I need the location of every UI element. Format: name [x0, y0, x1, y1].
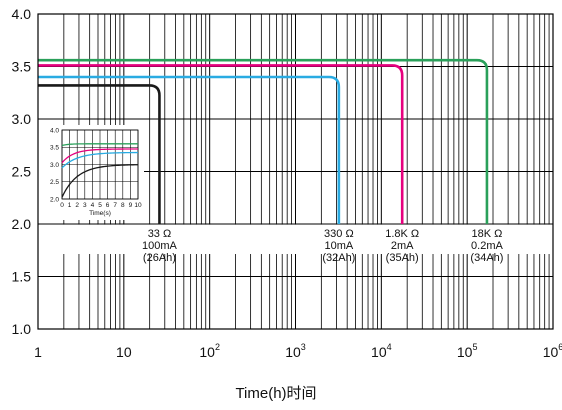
inset-x-tick-label: 2	[75, 202, 79, 209]
x-tick-label: 103	[285, 342, 306, 360]
load-annotation-text: (34Ah)	[470, 252, 503, 264]
y-tick-label: 2.5	[12, 164, 32, 180]
load-annotation-text: 330 Ω	[324, 228, 354, 240]
inset-chart: 2.0 2.5 3.0 3.5 4.0 0 1 2 3 4 5 6 7 8 9 10 Time(s)	[34, 125, 144, 220]
series-line-2	[38, 75, 341, 224]
inset-x-tick-label: 5	[98, 202, 102, 209]
series-line-1	[38, 84, 161, 224]
x-tick-label: 1	[34, 344, 42, 360]
axes: 1.01.52.02.53.03.54.01 10 102 103 104 105 106	[12, 6, 562, 360]
inset-series-line-3	[61, 148, 139, 164]
x-tick-label: 102	[199, 342, 220, 360]
load-annotation-text: 0.2mA	[471, 240, 503, 252]
inset-x-tick-label: 1	[68, 202, 72, 209]
inset-x-tick-label: 6	[106, 202, 110, 209]
inset-series-line-2	[61, 151, 139, 169]
series-line-4	[38, 58, 489, 224]
y-tick-label: 1.0	[12, 321, 32, 337]
inset-x-tick-label: 7	[113, 202, 117, 209]
inset-x-tick-label: 10	[134, 202, 142, 209]
y-tick-label: 1.5	[12, 269, 32, 285]
annotation-band	[38, 224, 553, 254]
x-axis-label: Time(h)时间	[235, 385, 316, 402]
x-tick-label: 104	[371, 342, 392, 360]
y-tick-label: 4.0	[12, 6, 32, 22]
load-annotation-text: (26Ah)	[143, 252, 176, 264]
inset-series-line-1	[61, 164, 139, 198]
inset-x-tick-label: 8	[121, 202, 125, 209]
inset-x-tick-label: 4	[91, 202, 95, 209]
y-tick-label: 3.5	[12, 59, 32, 75]
load-annotation-text: 100mA	[142, 240, 178, 252]
inset-y-tick-label: 2.5	[50, 179, 59, 186]
inset-y-tick-label: 4.0	[50, 127, 59, 134]
discharge-curves	[38, 58, 489, 224]
y-tick-label: 2.0	[12, 216, 32, 232]
load-annotation-text: 18K Ω	[472, 228, 503, 240]
x-tick-label: 106	[543, 342, 562, 360]
load-annotation-text: 10mA	[324, 240, 353, 252]
inset-x-tick-label: 0	[60, 202, 64, 209]
load-annotation-text: 2mA	[391, 240, 414, 252]
y-tick-label: 3.0	[12, 111, 32, 127]
inset-x-tick-label: 9	[129, 202, 133, 209]
load-annotation-text: (32Ah)	[322, 252, 355, 264]
x-tick-label: 105	[457, 342, 478, 360]
load-annotation-text: 33 Ω	[148, 228, 172, 240]
load-annotation-text: (35Ah)	[386, 252, 419, 264]
x-tick-label: 10	[116, 344, 132, 360]
load-annotation-text: 1.8K Ω	[385, 228, 419, 240]
inset-frame	[61, 129, 139, 200]
inset-x-axis-label: Time(s)	[89, 210, 111, 217]
inset-x-tick-label: 3	[83, 202, 87, 209]
inset-series-line-4	[61, 143, 138, 147]
series-line-3	[38, 64, 404, 224]
inset-y-tick-label: 2.0	[50, 196, 59, 203]
inset-y-tick-label: 3.5	[50, 145, 59, 152]
inset-y-tick-label: 3.0	[50, 162, 59, 169]
inset-background	[34, 125, 144, 220]
plot-frame	[37, 13, 554, 330]
